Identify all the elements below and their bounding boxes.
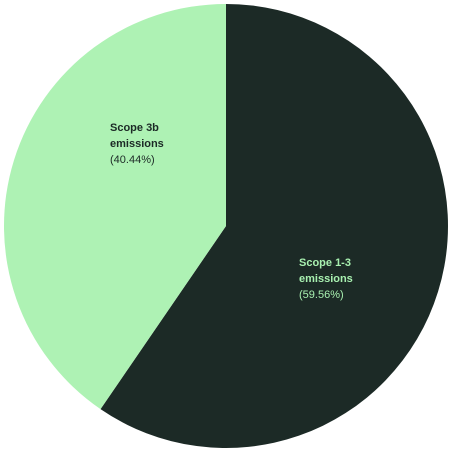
pie-slice-scope-3b [3, 4, 227, 410]
pie-slice-scope-1-3 [100, 4, 449, 448]
